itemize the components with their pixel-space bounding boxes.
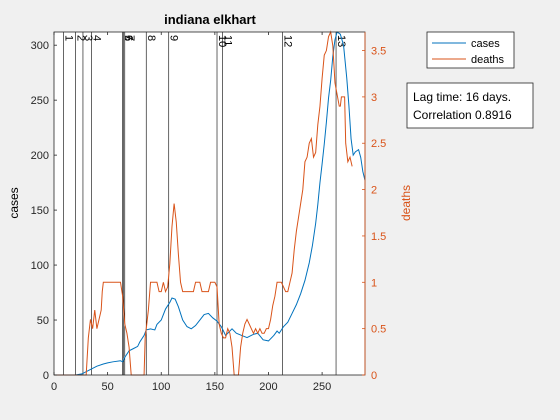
chart-title: indiana elkhart (164, 12, 256, 27)
left-y-tick-label-200: 200 (31, 150, 49, 162)
right-y-tick-label-7: 3.5 (371, 46, 386, 58)
left-axis-label: cases (7, 187, 21, 218)
legend: cases deaths (426, 31, 515, 69)
legend-label-deaths: deaths (471, 54, 505, 66)
event-label-5: 5 (122, 35, 134, 41)
cases-series (54, 31, 366, 376)
annotation-box (406, 82, 534, 129)
series-line-deaths (54, 30, 353, 376)
right-y-tick-label-4: 2 (371, 185, 377, 197)
event-label-6: 6 (123, 35, 135, 41)
left-y-tick-label-300: 300 (31, 40, 49, 52)
right-y-tick-label-1: 0.5 (371, 324, 386, 336)
annotation: Lag time: 16 days. Correlation 0.8916 (406, 82, 534, 129)
right-axis-label: deaths (399, 185, 413, 221)
left-y-tick-label-50: 50 (37, 315, 49, 327)
event-label-8: 8 (145, 35, 157, 41)
left-y-tick-label-250: 250 (31, 95, 49, 107)
x-axis: 0 50 100 150 200 250 (51, 32, 331, 393)
right-y-tick-label-2: 1 (371, 277, 377, 289)
x-tick-label-0: 0 (51, 381, 57, 393)
event-label-4: 4 (91, 35, 103, 41)
x-tick-label-200: 200 (259, 381, 277, 393)
annotation-lag: Lag time: 16 days. (413, 90, 511, 104)
x-tick-label-100: 100 (152, 381, 170, 393)
x-tick-label-250: 250 (313, 381, 331, 393)
event-label-12: 12 (281, 35, 293, 47)
event-label-7: 7 (124, 35, 136, 41)
event-label-1: 1 (63, 35, 75, 41)
series-line-cases (54, 31, 366, 376)
event-label-10: 10 (216, 35, 228, 47)
right-y-tick-label-3: 1.5 (371, 231, 386, 243)
right-y-tick-label-0: 0 (371, 370, 377, 382)
legend-label-cases: cases (471, 38, 500, 50)
right-y-tick-label-5: 2.5 (371, 138, 386, 150)
event-label-13: 13 (335, 35, 347, 47)
legend-box (426, 31, 515, 69)
annotation-correlation: Correlation 0.8916 (413, 108, 512, 122)
right-y-tick-label-6: 3 (371, 92, 377, 104)
x-tick-label-50: 50 (101, 381, 113, 393)
left-y-tick-label-0: 0 (43, 370, 49, 382)
event-label-9: 9 (168, 35, 180, 41)
left-y-axis: 0 50 100 150 200 250 300 (31, 40, 57, 382)
deaths-series (54, 30, 353, 376)
left-y-tick-label-150: 150 (31, 205, 49, 217)
right-y-axis: 0 0.5 1 1.5 2 2.5 3 3.5 (362, 46, 386, 382)
left-y-tick-label-100: 100 (31, 260, 49, 272)
event-label-2: 2 (74, 35, 86, 41)
x-tick-label-150: 150 (206, 381, 224, 393)
plot-area (54, 32, 365, 375)
event-label-11: 11 (221, 35, 233, 46)
event-label-3: 3 (82, 35, 94, 41)
